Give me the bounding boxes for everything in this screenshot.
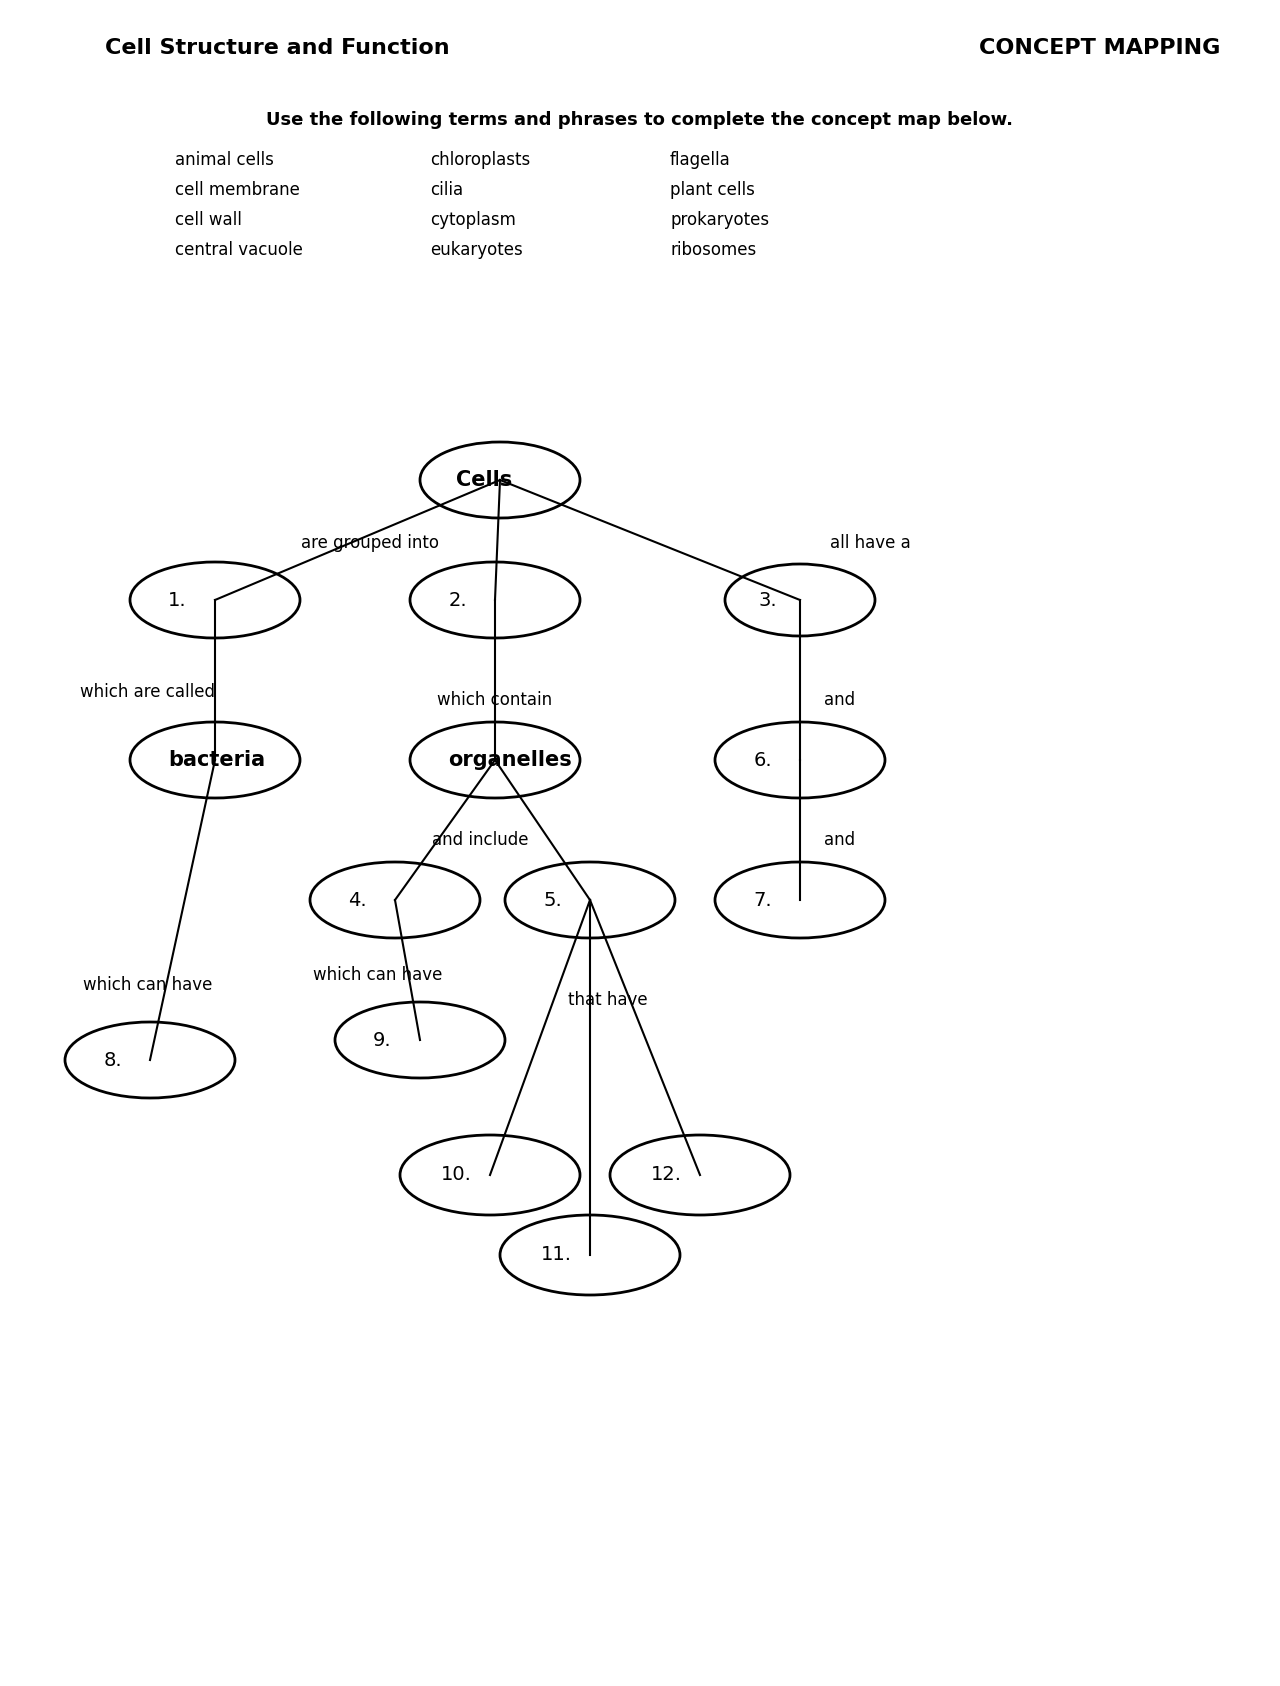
Text: and: and [824,691,855,710]
Text: organelles: organelles [448,750,572,771]
Text: which can have: which can have [314,966,443,985]
Text: 5.: 5. [543,890,562,909]
Text: cell wall: cell wall [175,211,242,229]
Text: Cell Structure and Function: Cell Structure and Function [105,39,449,57]
Text: 12.: 12. [650,1165,681,1185]
Text: 8.: 8. [104,1050,122,1069]
Text: Cells: Cells [456,470,512,491]
Text: 6.: 6. [753,750,772,769]
Text: 9.: 9. [374,1030,392,1049]
Text: cilia: cilia [430,180,463,199]
Text: cytoplasm: cytoplasm [430,211,516,229]
Text: which can have: which can have [83,976,212,995]
Text: plant cells: plant cells [669,180,755,199]
Text: eukaryotes: eukaryotes [430,241,522,260]
Text: central vacuole: central vacuole [175,241,303,260]
Text: cell membrane: cell membrane [175,180,300,199]
Text: which contain: which contain [438,691,553,710]
Text: prokaryotes: prokaryotes [669,211,769,229]
Text: and include: and include [431,831,529,850]
Text: all have a: all have a [829,534,910,551]
Text: CONCEPT MAPPING: CONCEPT MAPPING [979,39,1220,57]
Text: Use the following terms and phrases to complete the concept map below.: Use the following terms and phrases to c… [266,111,1014,130]
Text: 2.: 2. [448,590,467,610]
Text: 4.: 4. [348,890,367,909]
Text: 3.: 3. [759,590,777,610]
Text: flagella: flagella [669,152,731,169]
Text: and: and [824,831,855,850]
Text: which are called: which are called [81,683,215,701]
Text: chloroplasts: chloroplasts [430,152,530,169]
Text: that have: that have [568,991,648,1008]
Text: ribosomes: ribosomes [669,241,756,260]
Text: 11.: 11. [540,1246,571,1264]
Text: 7.: 7. [753,890,772,909]
Text: 10.: 10. [440,1165,471,1185]
Text: animal cells: animal cells [175,152,274,169]
Text: 1.: 1. [168,590,187,610]
Text: bacteria: bacteria [168,750,265,771]
Text: are grouped into: are grouped into [301,534,439,551]
